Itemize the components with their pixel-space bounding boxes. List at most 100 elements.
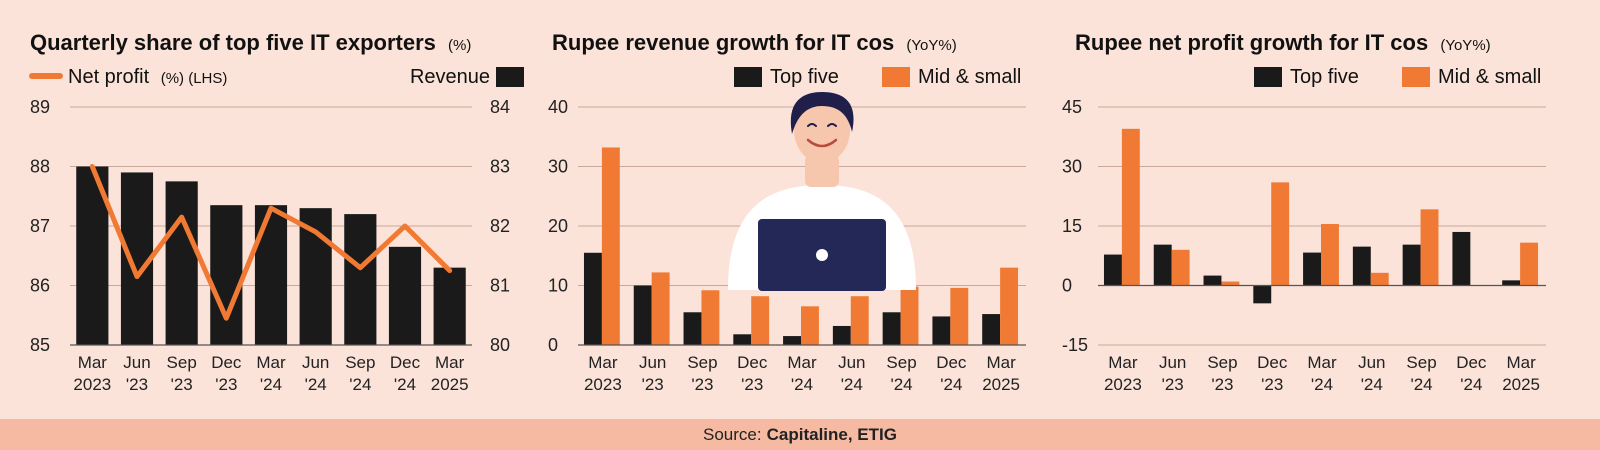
chart1-right-tick: 81	[490, 276, 510, 296]
chart1-revenue-bar	[388, 246, 422, 345]
chart2-top-five-bar	[733, 334, 752, 345]
chart2-x-label-year: '23	[642, 375, 664, 394]
chart3-mid-small-bar	[1420, 209, 1439, 286]
chart1-x-label-month: Mar	[435, 353, 465, 372]
chart1-legend-bar-label: Revenue	[410, 66, 490, 88]
person-with-laptop-illustration	[728, 92, 916, 291]
chart3-x-label-month: Dec	[1257, 353, 1288, 372]
chart3-top-five-bar	[1402, 244, 1421, 286]
chart1-x-label-year: '24	[305, 375, 327, 394]
chart2-x-label-month: Jun	[639, 353, 666, 372]
chart2-y-tick: 0	[548, 335, 558, 355]
chart1-x-label-month: Jun	[123, 353, 150, 372]
person-hair	[790, 92, 854, 134]
chart3-x-label-month: Mar	[1307, 353, 1337, 372]
chart2-x-label-month: Mar	[588, 353, 618, 372]
chart3-x-label-year: '23	[1211, 375, 1233, 394]
chart2-x-label-year: '24	[791, 375, 813, 394]
chart1-x-label-month: Sep	[345, 353, 375, 372]
chart3-x-label-year: 2025	[1502, 375, 1540, 394]
chart2-mid-small-bar	[701, 290, 720, 345]
chart2-mid-small-bar	[751, 296, 770, 345]
chart1-x-label-year: 2023	[73, 375, 111, 394]
chart2-x-label-month: Dec	[936, 353, 967, 372]
chart3-y-tick: -15	[1062, 335, 1088, 355]
chart2-title: Rupee revenue growth for IT cos (YoY%)	[552, 30, 957, 55]
chart1-x-label-month: Sep	[167, 353, 197, 372]
chart3-plot: 45 30 15 0 -15 Mar 2023 Jun '23 Sep '23 Dec '23 Mar '2…	[1062, 97, 1546, 394]
chart1-left-tick: 87	[30, 216, 50, 236]
chart2-top-five-bar	[683, 312, 702, 345]
chart2-top-five-bar	[832, 325, 851, 345]
chart3-top-five-bar	[1303, 252, 1322, 286]
chart1-x-label-month: Mar	[256, 353, 286, 372]
chart3-mid-small-bar	[1520, 242, 1539, 286]
chart3-top-five-bar	[1253, 285, 1272, 304]
chart2-x-label-year: 2023	[584, 375, 622, 394]
chart1-left-tick: 89	[30, 97, 50, 117]
chart3-legend-top-five-swatch	[1254, 67, 1282, 87]
chart1-right-tick: 84	[490, 97, 510, 117]
person-smile	[806, 138, 838, 148]
chart1-revenue-bar	[165, 181, 198, 345]
chart3-x-label-year: '23	[1261, 375, 1283, 394]
source-band: Source: Capitaline, ETIG	[0, 419, 1600, 450]
chart3-x-label-month: Dec	[1456, 353, 1487, 372]
chart1-revenue-bar	[433, 267, 466, 345]
chart1-left-tick: 88	[30, 157, 50, 177]
chart3-title: Rupee net profit growth for IT cos (YoY%…	[1075, 30, 1491, 55]
chart2-x-label-year: '24	[890, 375, 912, 394]
person-face	[794, 97, 850, 163]
chart3-mid-small-bar	[1271, 182, 1290, 286]
chart2-x-label-year: '23	[691, 375, 713, 394]
chart1-left-tick: 85	[30, 335, 50, 355]
charts-svg: Quarterly share of top five IT exporters…	[29, 30, 1546, 394]
chart2-top-five-bar	[882, 312, 901, 345]
chart3-legend-mid-small-label: Mid & small	[1438, 66, 1541, 88]
source-label: Source:	[703, 424, 762, 444]
chart3-x-label-year: 2023	[1104, 375, 1142, 394]
chart3-mid-small-bar	[1370, 272, 1389, 286]
chart2-mid-small-bar	[900, 286, 919, 345]
chart1-x-label-month: Dec	[390, 353, 421, 372]
chart2-mid-small-bar	[1000, 267, 1019, 345]
chart3-top-five-bar	[1502, 280, 1521, 286]
chart2-legend-mid-small-swatch	[882, 67, 910, 87]
person-eyes	[807, 123, 837, 127]
chart1-plot: 89 88 87 86 85 84 83 82 81 80 Mar 2023 Jun '23 Sep '23 D…	[30, 97, 510, 394]
chart1-revenue-bar	[254, 205, 288, 345]
chart2-top-five-bar	[633, 285, 652, 345]
chart3-y-tick: 15	[1062, 216, 1082, 236]
chart2-x-label-month: Dec	[737, 353, 768, 372]
chart2-x-label-month: Sep	[687, 353, 717, 372]
chart3-mid-small-bar	[1221, 281, 1240, 286]
chart3-x-label-month: Sep	[1406, 353, 1436, 372]
chart3-x-label-year: '24	[1460, 375, 1482, 394]
chart1-revenue-bar	[210, 205, 243, 345]
person-neck	[805, 155, 839, 187]
chart1-right-tick: 80	[490, 335, 510, 355]
chart1-legend-line-label: Net profit (%) (LHS)	[68, 66, 227, 88]
chart2-x-label-month: Jun	[838, 353, 865, 372]
chart2-top-five-bar	[783, 336, 802, 345]
chart3-top-five-bar	[1103, 254, 1122, 286]
chart1-x-label-year: '23	[171, 375, 193, 394]
source-value: Capitaline, ETIG	[766, 424, 897, 444]
chart3-y-tick: 0	[1062, 276, 1072, 296]
chart2-top-five-bar	[932, 316, 951, 345]
chart2-mid-small-bar	[950, 287, 969, 345]
chart3-mid-small-bar	[1171, 249, 1190, 286]
chart1-x-label-year: '23	[215, 375, 237, 394]
chart3-x-label-month: Sep	[1207, 353, 1237, 372]
chart2-x-label-year: 2025	[982, 375, 1020, 394]
chart1-x-label-month: Dec	[211, 353, 242, 372]
chart1-right-tick: 82	[490, 216, 510, 236]
chart2-mid-small-bar	[601, 147, 620, 345]
chart1-x-label-year: '24	[394, 375, 416, 394]
chart2-x-label-year: '24	[940, 375, 962, 394]
chart3-x-label-year: '24	[1361, 375, 1383, 394]
chart2-y-tick: 20	[548, 216, 568, 236]
chart1-revenue-bar	[344, 214, 377, 345]
chart1-x-label-year: '23	[126, 375, 148, 394]
chart1-title: Quarterly share of top five IT exporters…	[30, 30, 471, 55]
